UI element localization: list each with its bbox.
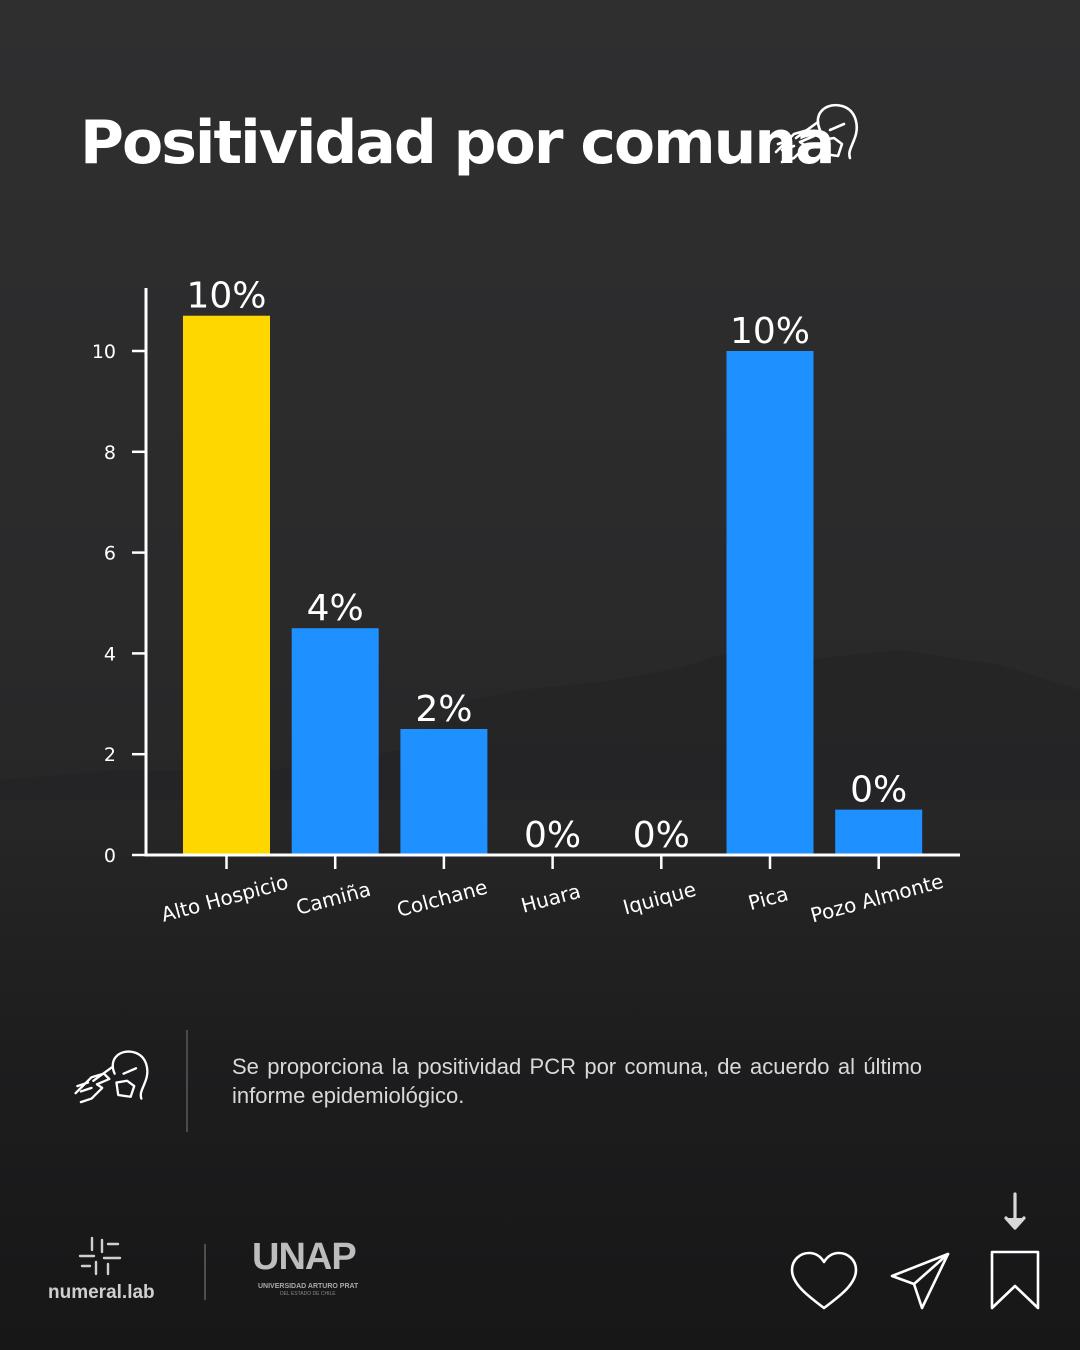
bar-value-label: 4% — [307, 588, 364, 629]
bar-value-label: 0% — [633, 815, 690, 856]
pcr-swab-test-icon — [774, 103, 858, 164]
x-tick-label: Huara — [518, 879, 583, 918]
chart-description: Se proporciona la positividad PCR por co… — [232, 1054, 922, 1108]
x-tick-label: Iquique — [620, 877, 698, 919]
bar-value-label: 0% — [524, 815, 581, 856]
y-tick-label: 4 — [104, 643, 116, 665]
description-divider — [186, 1030, 188, 1132]
y-tick-label: 6 — [104, 543, 116, 565]
x-tick-label: Pica — [746, 881, 791, 915]
bar-value-label: 10% — [730, 311, 810, 352]
arrow-down-icon — [1004, 1192, 1026, 1230]
bookmark-icon[interactable] — [986, 1190, 1044, 1314]
y-tick-label: 8 — [104, 442, 116, 464]
brand-divider — [204, 1244, 206, 1300]
x-tick-label: Colchane — [394, 875, 490, 922]
numeral-lab-logo: numeral.lab — [48, 1236, 158, 1306]
bar-alto-hospicio — [183, 315, 270, 856]
unap-logo: UNAP UNIVERSIDAD ARTURO PRAT DEL ESTADO … — [252, 1236, 372, 1306]
bar-value-label: 0% — [850, 770, 907, 811]
y-tick-label: 2 — [104, 744, 116, 766]
unap-subtitle: UNIVERSIDAD ARTURO PRAT — [258, 1283, 359, 1290]
bar-value-label: 2% — [415, 689, 472, 730]
heart-icon[interactable] — [788, 1250, 860, 1312]
bar-pozo-almonte — [835, 809, 923, 855]
bar-value-label: 10% — [186, 276, 266, 317]
y-tick-label: 10 — [92, 341, 116, 363]
x-tick-label: Camiña — [293, 877, 373, 920]
y-tick-label: 0 — [104, 845, 116, 867]
bar-pica — [726, 351, 814, 855]
numeral-lab-text: numeral.lab — [48, 1282, 155, 1303]
bar-camina — [291, 628, 379, 855]
unap-subtitle-2: DEL ESTADO DE CHILE — [280, 1291, 336, 1297]
bar-chart: 10% 4% 2% 0% 0% 10% 0% 0 2 4 6 8 10 Alto Hospicio Ca… — [92, 276, 946, 928]
pcr-swab-test-icon — [74, 1050, 149, 1104]
numeral-lab-mark-icon — [78, 1236, 122, 1276]
x-tick-label: Pozo Almonte — [808, 869, 946, 928]
unap-text: UNAP — [252, 1236, 357, 1278]
page-title: Positividad por comuna — [80, 108, 836, 178]
bar-colchane — [400, 729, 488, 855]
send-icon[interactable] — [888, 1250, 952, 1312]
x-tick-label: Alto Hospicio — [159, 870, 291, 927]
